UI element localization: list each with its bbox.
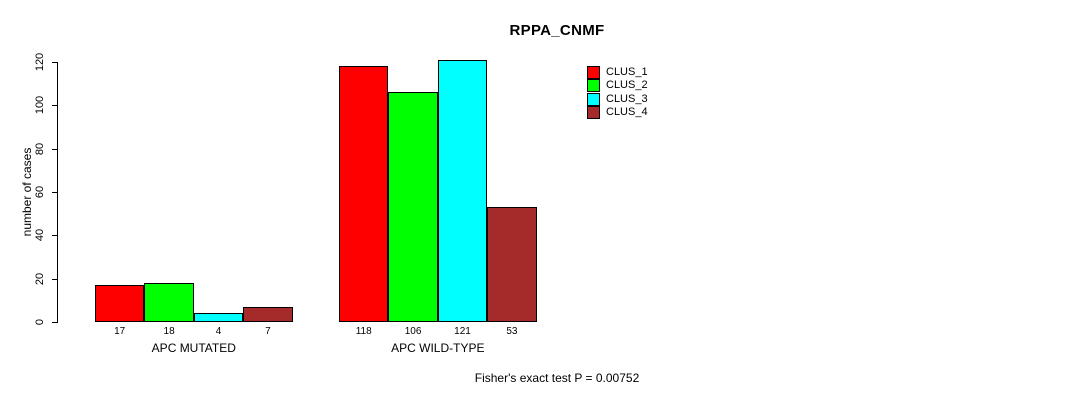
y-axis-line: [57, 62, 58, 323]
y-tick-label: 40: [34, 229, 46, 242]
y-axis-tick: [52, 192, 57, 193]
bar-clus_1: [95, 285, 145, 322]
y-axis-tick: [52, 235, 57, 237]
legend-entry: CLUS_4: [587, 106, 648, 120]
y-tick-label: 100: [34, 96, 46, 115]
legend: CLUS_1 CLUS_2 CLUS_3 CLUS_4: [587, 66, 648, 120]
y-axis-tick: [52, 322, 57, 323]
y-tick-label: 80: [34, 142, 46, 155]
y-axis-tick: [52, 105, 57, 107]
y-axis-tick: [52, 278, 57, 280]
y-axis-tick: [52, 62, 57, 63]
legend-swatch: [587, 92, 600, 106]
y-axis-label: number of cases: [20, 147, 34, 237]
bar-clus_4: [243, 306, 293, 322]
x-category-label: APC WILD-TYPE: [391, 341, 485, 355]
bar-clus_2: [388, 92, 438, 322]
legend-label: CLUS_2: [606, 79, 648, 92]
bar-value-label: 4: [215, 326, 222, 337]
bar-value-label: 121: [454, 326, 471, 337]
fisher-test-annotation: Fisher's exact test P = 0.00752: [474, 371, 640, 385]
legend-label: CLUS_3: [606, 92, 648, 105]
bar-value-label: 53: [506, 326, 518, 337]
y-tick-label: 120: [34, 52, 46, 72]
bar-value-label: 118: [355, 326, 372, 337]
bar-value-label: 106: [404, 326, 422, 337]
bar-clus_4: [487, 207, 537, 322]
y-tick-label: 0: [34, 318, 46, 326]
bar-clus_2: [144, 283, 194, 322]
bar-value-label: 18: [163, 326, 175, 337]
bar-clus_3: [437, 59, 488, 322]
legend-swatch: [587, 66, 600, 80]
y-tick-label: 60: [34, 185, 46, 199]
bar-value-label: 17: [114, 326, 126, 337]
y-tick-label: 20: [34, 272, 46, 285]
legend-entry: CLUS_1: [587, 66, 648, 80]
x-category-label: APC MUTATED: [151, 341, 236, 355]
bar-clus_1: [339, 66, 389, 322]
legend-swatch: [587, 106, 600, 120]
y-axis-tick: [52, 148, 57, 150]
legend-entry: CLUS_2: [587, 79, 648, 93]
legend-label: CLUS_1: [606, 66, 648, 79]
chart-title: RPPA_CNMF: [509, 22, 605, 39]
legend-entry: CLUS_3: [587, 92, 648, 106]
bar-clus_3: [193, 313, 244, 322]
bar-value-label: 7: [265, 326, 271, 337]
legend-label: CLUS_4: [606, 106, 648, 119]
legend-swatch: [587, 79, 600, 93]
